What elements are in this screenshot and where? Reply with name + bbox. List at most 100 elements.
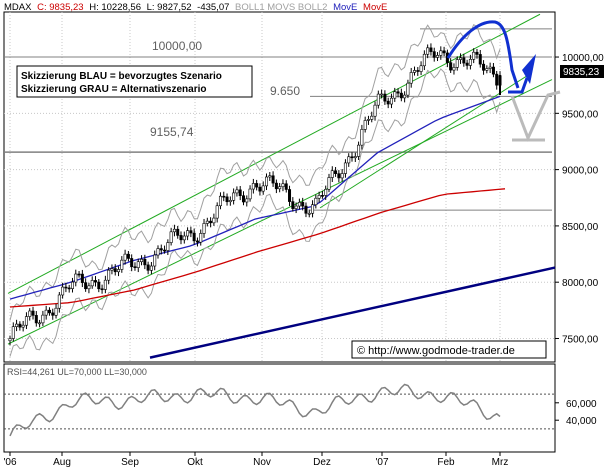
y-tick-label: 8500,00 <box>562 222 599 233</box>
candle-body <box>74 273 78 283</box>
candle-body <box>304 205 308 214</box>
candle-body <box>192 232 196 242</box>
x-tick-label: Nov <box>253 457 271 468</box>
candle-body <box>274 182 278 190</box>
candle-body <box>294 205 298 209</box>
candle-body <box>136 261 140 268</box>
candle-body <box>232 192 236 201</box>
candle-body <box>94 280 98 283</box>
candle-body <box>258 186 262 192</box>
candle-body <box>320 195 324 197</box>
candle-body <box>383 93 387 102</box>
candle-body <box>189 230 193 234</box>
candle-body <box>84 282 88 290</box>
x-tick-label: Feb <box>437 457 455 468</box>
last-price-tag <box>560 65 604 78</box>
candle-body <box>297 202 301 207</box>
candle-body <box>225 196 229 203</box>
y-tick-label: 10000,00 <box>562 53 604 64</box>
candle-body <box>462 57 466 64</box>
candle-body <box>212 217 216 224</box>
candle-body <box>70 281 74 289</box>
candle-body <box>426 47 430 55</box>
candle-body <box>77 273 81 276</box>
candle-body <box>337 173 341 179</box>
scenario-gray-lines <box>510 90 561 142</box>
candle-body <box>340 173 344 179</box>
candle-body <box>360 129 364 146</box>
rsi-line <box>9 383 501 437</box>
level-9650-label: 9.650 <box>270 84 300 98</box>
rsi-tick-label: 60,000 <box>566 399 597 410</box>
move-red-line <box>9 188 506 308</box>
candle-body <box>416 70 420 72</box>
candle-body <box>195 240 199 243</box>
candle-body <box>386 100 390 105</box>
rsi-panel-frame <box>3 363 556 453</box>
candle-body <box>149 265 153 271</box>
scenario-blue-curve <box>446 20 520 89</box>
candle-body <box>317 195 321 199</box>
candle-body <box>205 220 209 224</box>
candle-body <box>117 269 121 273</box>
candle-body <box>110 268 114 271</box>
level-10000-label: 10000,00 <box>152 39 202 53</box>
candle-body <box>284 183 288 190</box>
candle-body <box>238 189 242 197</box>
candle-body <box>113 268 117 273</box>
rsi-tick-label: 40,000 <box>566 416 597 427</box>
header-line: MDAX C: 9835,23 H: 10228,56 L: 9827,52 -… <box>4 2 387 13</box>
candle-body <box>123 253 127 261</box>
candle-body <box>87 285 91 290</box>
candle-body <box>265 176 269 187</box>
candle-body <box>488 66 492 69</box>
candle-body <box>482 63 486 71</box>
candle-body <box>38 322 42 325</box>
candle-body <box>409 72 413 84</box>
candle-body <box>268 175 272 178</box>
candle-body <box>179 235 183 241</box>
candle-body <box>429 47 433 52</box>
candle-body <box>21 324 25 328</box>
candle-body <box>163 249 167 252</box>
copyright-text: © http://www.godmode-trader.de <box>357 345 515 357</box>
candle-body <box>248 188 252 200</box>
candle-body <box>393 91 397 99</box>
candle-body <box>107 269 111 281</box>
candle-body <box>235 189 239 194</box>
candle-body <box>330 170 334 178</box>
symbol-label: MDAX <box>4 2 32 13</box>
candle-body <box>485 68 489 71</box>
candle-body <box>311 204 315 214</box>
candle-body <box>324 188 328 196</box>
candle-body <box>422 53 426 67</box>
candle-body <box>281 183 285 188</box>
candle-body <box>406 82 410 96</box>
channel-upper-line <box>7 13 541 294</box>
candle-body <box>228 200 232 203</box>
legend-gray-text: Skizzierung GRAU = Alternativszenario <box>21 84 207 95</box>
candle-body <box>452 67 456 71</box>
candle-body <box>120 259 124 270</box>
candle-body <box>261 185 265 192</box>
scenario-legend-box <box>16 65 253 98</box>
bollinger-bands <box>9 23 501 357</box>
low-label: L: 9827,52 <box>147 2 192 13</box>
candle-body <box>153 254 157 267</box>
candle-body <box>28 310 32 317</box>
candle-body <box>245 198 249 203</box>
scenario-blue-arrowhead <box>522 54 536 84</box>
candle-body <box>143 258 147 266</box>
candle-body <box>54 307 58 316</box>
candle-body <box>166 242 170 251</box>
x-tick-label: Sep <box>121 457 139 468</box>
move-blue-line <box>9 95 501 300</box>
candle-body <box>41 314 45 324</box>
candle-body <box>396 91 400 94</box>
legend-blue-text: Skizzierung BLAU = bevorzugtes Szenario <box>21 71 222 82</box>
candle-body <box>251 183 255 190</box>
axis-ticks: 10000,00 9500,00 9000,00 8500,00 8000,00 7500… <box>3 53 604 468</box>
candle-body <box>218 195 222 207</box>
